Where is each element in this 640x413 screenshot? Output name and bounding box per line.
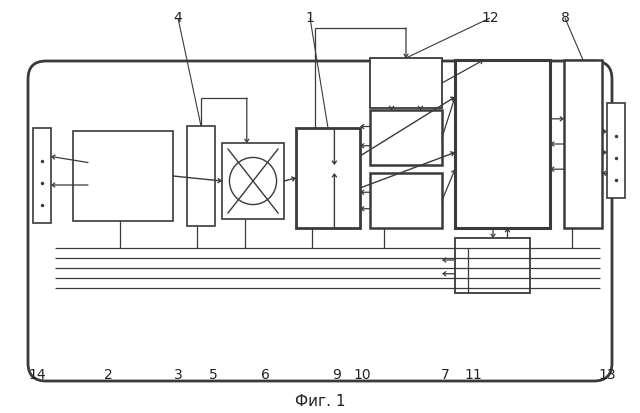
Bar [455, 238, 530, 293]
Bar [222, 143, 284, 219]
Text: 3: 3 [173, 368, 182, 382]
Bar [455, 60, 550, 228]
Text: 6: 6 [260, 368, 269, 382]
Text: 5: 5 [209, 368, 218, 382]
Text: 10: 10 [353, 368, 371, 382]
Text: 9: 9 [333, 368, 341, 382]
Text: 7: 7 [440, 368, 449, 382]
Bar [607, 103, 625, 198]
Text: 14: 14 [28, 368, 46, 382]
Bar [370, 173, 442, 228]
Text: 4: 4 [173, 11, 182, 25]
Bar [296, 128, 360, 228]
Text: 11: 11 [464, 368, 482, 382]
Bar [370, 110, 442, 165]
Text: 12: 12 [481, 11, 499, 25]
Text: Фиг. 1: Фиг. 1 [295, 394, 345, 408]
Text: 13: 13 [598, 368, 616, 382]
Bar [564, 60, 602, 228]
Text: 8: 8 [561, 11, 570, 25]
Bar [73, 131, 173, 221]
Bar [370, 58, 442, 108]
Text: 1: 1 [305, 11, 314, 25]
Bar [187, 126, 215, 226]
Text: 2: 2 [104, 368, 113, 382]
Bar [33, 128, 51, 223]
